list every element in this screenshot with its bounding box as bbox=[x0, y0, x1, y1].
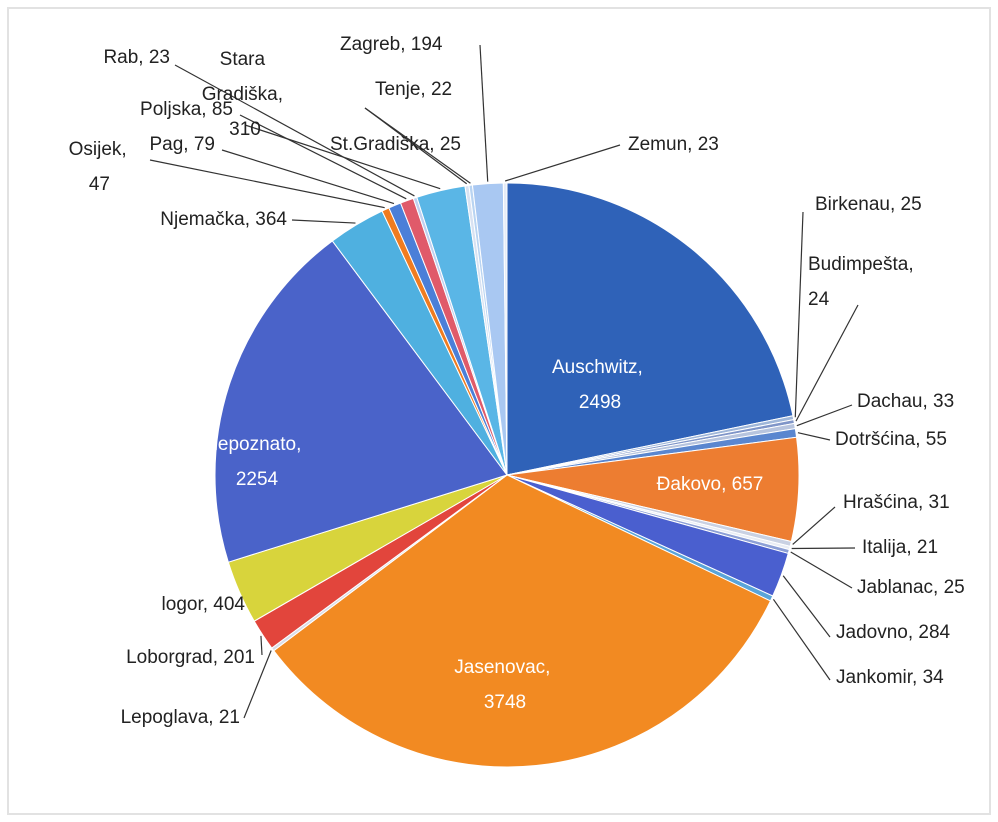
leader-line bbox=[221, 149, 395, 205]
label-line: Jasenovac, bbox=[454, 657, 555, 678]
data-label: nepoznato, 2254 bbox=[207, 434, 306, 490]
data-label: Osijek, 47 bbox=[69, 139, 132, 195]
data-label: Zemun, 23 bbox=[628, 134, 719, 155]
leader-line bbox=[479, 44, 489, 182]
label-line: 24 bbox=[808, 289, 830, 310]
data-label: Jankomir, 34 bbox=[836, 667, 944, 688]
data-label: Tenje, 22 bbox=[375, 79, 452, 100]
label-line: Stara bbox=[220, 49, 271, 70]
leader-line bbox=[504, 144, 621, 182]
label-line: Gradiška, bbox=[202, 84, 289, 105]
leader-line bbox=[797, 432, 831, 441]
pie-slice bbox=[214, 240, 508, 563]
data-label: Auschwitz, 2498 bbox=[552, 357, 648, 413]
leader-line bbox=[364, 107, 471, 184]
leader-line bbox=[782, 575, 831, 638]
leader-line bbox=[174, 64, 415, 197]
leader-line bbox=[792, 506, 836, 545]
data-label: Jablanac, 25 bbox=[857, 577, 965, 598]
data-label: Budimpešta, 24 bbox=[808, 254, 919, 310]
data-label: Hrašćina, 31 bbox=[843, 492, 950, 513]
data-label: Đakovo, 657 bbox=[657, 474, 764, 495]
label-line: 2498 bbox=[579, 392, 621, 413]
label-line: 310 bbox=[229, 119, 261, 140]
leader-line bbox=[794, 211, 804, 418]
data-label: Njemačka, 364 bbox=[160, 209, 287, 230]
leader-line bbox=[244, 124, 441, 190]
data-label: Rab, 23 bbox=[103, 47, 170, 68]
leader-line bbox=[260, 635, 263, 656]
pie-slice bbox=[273, 474, 772, 768]
data-label: logor, 404 bbox=[162, 594, 246, 615]
data-label: Birkenau, 25 bbox=[815, 194, 922, 215]
data-label: Poljska, 85 bbox=[140, 99, 233, 120]
data-label: Jasenovac, 3748 bbox=[454, 657, 555, 713]
label-line: 2254 bbox=[236, 469, 279, 490]
pie-slice bbox=[502, 182, 508, 476]
leader-line bbox=[291, 219, 356, 224]
label-line: 47 bbox=[89, 174, 110, 195]
label-line: Osijek, bbox=[69, 139, 132, 160]
leader-line bbox=[795, 304, 859, 422]
label-line: Budimpešta, bbox=[808, 254, 919, 275]
leader-line bbox=[239, 114, 407, 200]
label-line: nepoznato, bbox=[207, 434, 306, 455]
data-label: Pag, 79 bbox=[150, 134, 216, 155]
data-label: Zagreb, 194 bbox=[340, 34, 443, 55]
data-label: Stara Gradiška, 310 bbox=[202, 49, 289, 140]
data-label: Dotršćina, 55 bbox=[835, 429, 947, 450]
label-line: 3748 bbox=[484, 692, 526, 713]
data-label: Jadovno, 284 bbox=[836, 622, 951, 643]
data-label: Dachau, 33 bbox=[857, 391, 954, 412]
leader-line bbox=[790, 551, 853, 589]
data-label: Italija, 21 bbox=[862, 537, 938, 558]
leader-line bbox=[796, 404, 853, 427]
label-line: Auschwitz, bbox=[552, 357, 648, 378]
leader-line bbox=[243, 650, 272, 719]
leader-line bbox=[149, 159, 385, 209]
data-label: Loborgrad, 201 bbox=[126, 647, 255, 668]
data-label: St.Gradiška, 25 bbox=[330, 134, 461, 155]
leader-line bbox=[772, 598, 831, 681]
pie-slice bbox=[506, 182, 794, 476]
data-label: Lepoglava, 21 bbox=[121, 707, 240, 728]
